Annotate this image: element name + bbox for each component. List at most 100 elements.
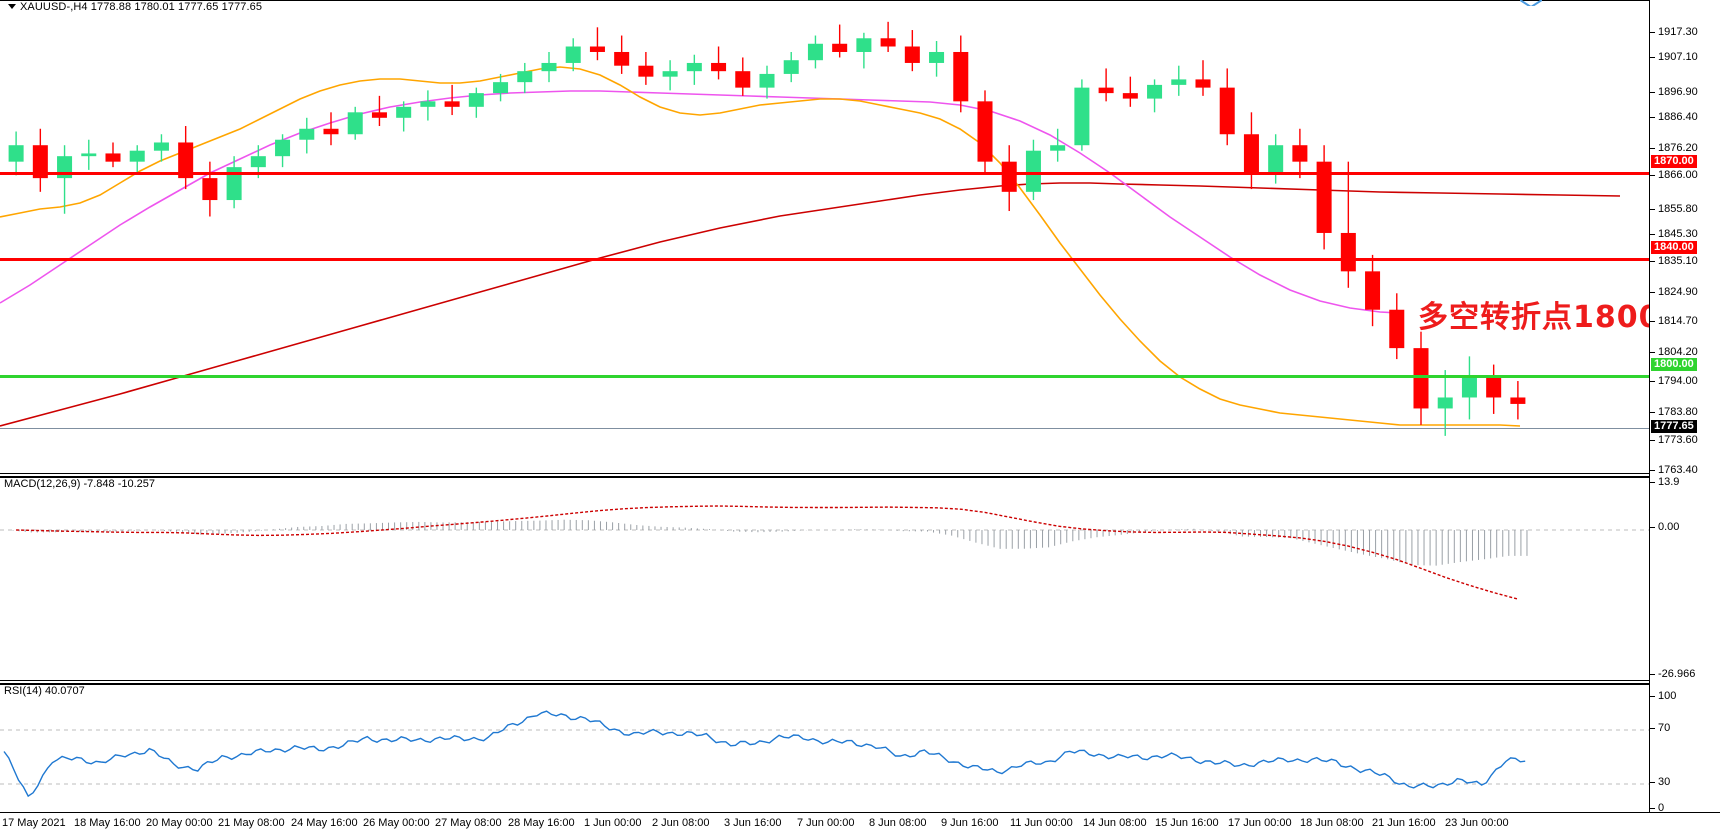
scale-tick [1650,175,1655,176]
price-scale-label: 1777.65 [1651,420,1697,433]
candle-body [250,156,266,168]
price-scale-label: 1824.90 [1658,286,1698,298]
scale-tick [1650,321,1655,322]
candle-body [953,51,969,102]
price-scale-label: 1866.00 [1658,169,1698,181]
price-scale[interactable]: 1917.30 1907.10 1896.90 1886.40 1876.20 1870.… [1649,0,1720,814]
price-scale-label: 1907.10 [1658,51,1698,63]
rsi-pane[interactable]: RSI(14) 40.0707 [0,684,1649,813]
scale-tick [1650,527,1655,528]
rsi-scale-label: 0 [1658,802,1665,814]
scale-tick [1650,412,1655,413]
time-axis-label: 24 May 16:00 [291,817,358,829]
scale-tick [1650,32,1655,33]
level-line-1840[interactable] [0,258,1649,261]
candlestick-series [8,21,1526,436]
candle-body [1001,161,1017,192]
candle-body [977,101,993,162]
time-axis-label: 9 Jun 16:00 [941,817,999,829]
time-axis-label: 21 Jun 16:00 [1372,817,1436,829]
macd-scale-label: 13.9 [1658,476,1680,488]
candle-body [371,112,387,118]
candle-body [638,65,654,77]
macd-label: MACD(12,26,9) -7.848 -10.257 [4,478,156,490]
candle-body [614,51,630,66]
rsi-scale-label: 70 [1658,722,1671,734]
candle-body [1461,375,1477,398]
candle-body [1098,87,1114,94]
rsi-scale-label: 100 [1658,690,1677,702]
candle-body [807,43,823,61]
titlebar-divider [0,0,1720,1]
candle-body [153,142,169,151]
candle-body [832,43,848,52]
time-axis-label: 8 Jun 08:00 [869,817,927,829]
chevron-down-icon[interactable] [8,4,16,9]
price-scale-label: 1840.00 [1651,241,1697,254]
time-axis-label: 28 May 16:00 [508,817,575,829]
candle-body [856,38,872,52]
candle-body [226,167,242,201]
candle-body [1219,87,1235,135]
candle-body [1340,232,1356,272]
price-scale-label: 1855.80 [1658,203,1698,215]
scale-tick [1650,381,1655,382]
candle-body [1365,271,1381,310]
pane-separator-2 [0,476,1649,477]
scale-tick [1650,234,1655,235]
time-axis-label: 27 May 08:00 [435,817,502,829]
price-scale-label: 1845.30 [1658,228,1698,240]
scale-tick [1650,696,1655,697]
time-axis-label: 7 Jun 00:00 [797,817,855,829]
candle-body [880,38,896,47]
price-scale-label: 1835.10 [1658,255,1698,267]
macd-pane[interactable]: MACD(12,26,9) -7.848 -10.257 [0,477,1649,673]
time-axis-label: 20 May 00:00 [146,817,213,829]
price-scale-label: 1804.20 [1658,346,1698,358]
time-axis-label: 26 May 00:00 [363,817,430,829]
price-scale-label: 1896.90 [1658,86,1698,98]
scale-tick [1650,440,1655,441]
ma-fast-line [0,66,1521,427]
price-scale-label: 1794.00 [1658,375,1698,387]
price-scale-label: 1870.00 [1651,155,1697,168]
window-titlebar: XAUUSD-,H4 1778.88 1780.01 1777.65 1777.… [0,0,1720,13]
macd-scale-label: 0.00 [1658,521,1680,533]
price-scale-label: 1773.60 [1658,434,1698,446]
price-chart-svg [0,66,1621,427]
candle-body [759,73,775,88]
time-axis-label: 23 Jun 00:00 [1445,817,1509,829]
scale-tick [1650,292,1655,293]
price-pane[interactable] [0,13,1649,473]
price-scale-label: 1876.20 [1658,142,1698,154]
scale-tick [1650,808,1655,809]
annotation-text: 多空转折点1800 [1418,300,1661,335]
candle-body [1510,397,1526,404]
scale-tick [1650,470,1655,471]
candle-body [299,128,315,140]
price-scale-label: 1783.80 [1658,406,1698,418]
macd-chart-svg [0,505,1649,600]
time-axis-label: 14 Jun 08:00 [1083,817,1147,829]
time-axis-label: 17 May 2021 [2,817,66,829]
level-line-1870[interactable] [0,172,1649,175]
scale-tick [1650,782,1655,783]
price-scale-label: 1800.00 [1651,358,1697,371]
scale-tick [1650,674,1655,675]
candle-body [1292,145,1308,162]
scale-tick [1650,352,1655,353]
candle-body [1147,84,1163,99]
time-axis-label: 11 Jun 00:00 [1010,817,1073,829]
candle-body [1195,79,1211,88]
price-scale-label: 1886.40 [1658,111,1698,123]
scale-tick [1650,728,1655,729]
level-line-1800[interactable] [0,375,1649,378]
candle-body [8,145,24,162]
candle-body [1243,134,1259,173]
scale-tick [1650,261,1655,262]
time-axis-label: 17 Jun 00:00 [1228,817,1292,829]
candle-body [81,153,97,157]
candle-body [396,106,412,118]
time-axis-label: 18 Jun 08:00 [1300,817,1364,829]
scale-tick [1650,92,1655,93]
